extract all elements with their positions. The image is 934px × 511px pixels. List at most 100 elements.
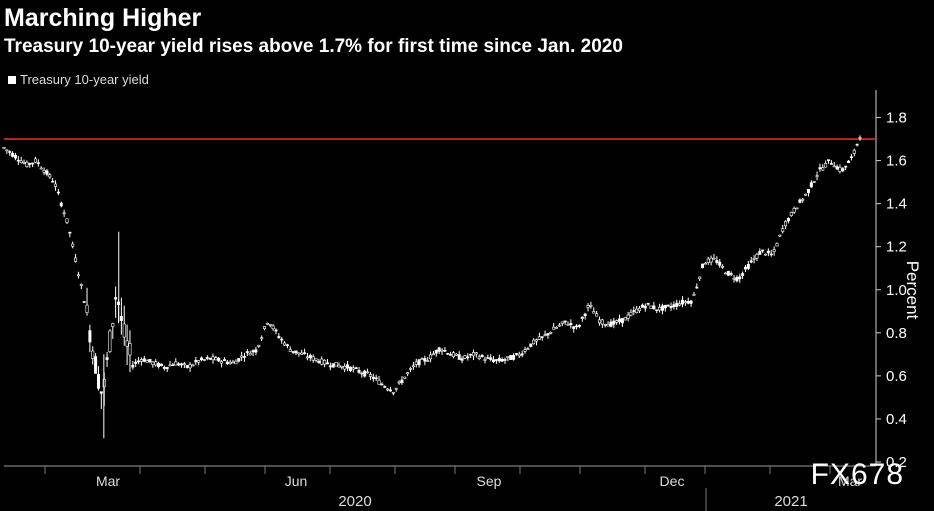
candle-body [758, 251, 762, 255]
candle-body [380, 383, 384, 386]
candle-body [806, 189, 810, 194]
candle-body [22, 162, 26, 164]
candle-body [82, 301, 86, 303]
candle-body [417, 359, 421, 366]
candle-body [643, 305, 647, 309]
candle-body [391, 392, 395, 394]
candle-body [658, 306, 662, 311]
candle-body [723, 272, 727, 275]
candle-body [638, 308, 642, 311]
candle-body [812, 181, 816, 183]
candle-body [76, 274, 80, 277]
candle-body [520, 353, 524, 356]
candle-body [174, 361, 178, 366]
candle-body [377, 379, 381, 385]
candle-body [277, 336, 281, 338]
candle-body [649, 305, 653, 309]
candle-body [509, 355, 513, 360]
candle-body [620, 318, 624, 324]
candle-body [268, 324, 272, 326]
candle-body [237, 358, 241, 362]
candle-body [8, 151, 12, 153]
candle-body [33, 158, 37, 163]
candle-body [583, 313, 587, 317]
candle-body [841, 168, 845, 172]
candle-body [305, 356, 309, 359]
candle-body [328, 365, 332, 368]
candle-body [99, 391, 103, 394]
candle-body [79, 284, 83, 286]
candle-body [543, 334, 547, 336]
candle-body [709, 257, 713, 263]
candle-body [764, 253, 768, 256]
candle-body [128, 343, 132, 356]
candle-body [343, 365, 347, 370]
candle-body [555, 327, 559, 329]
candle-body [681, 299, 685, 305]
candle-body [271, 325, 275, 330]
candle-body [283, 342, 287, 346]
candle-body [179, 363, 183, 366]
year-label: 2020 [338, 493, 371, 510]
legend-label: Treasury 10-year yield [20, 72, 149, 87]
candle-body [429, 354, 433, 360]
candle-body [346, 364, 350, 369]
candle-body [351, 367, 355, 370]
candle-body [36, 162, 40, 165]
candle-body [546, 333, 550, 336]
candle-body [446, 353, 450, 355]
candle-body [142, 358, 146, 362]
candle-body [202, 359, 206, 361]
candle-body [85, 304, 89, 314]
candle-body [426, 360, 430, 362]
candle-body [652, 305, 656, 310]
candle-body [454, 353, 458, 356]
candle-body [394, 387, 398, 390]
candle-body [666, 304, 670, 307]
candle-body [2, 147, 6, 149]
candle-body [59, 202, 63, 207]
candle-body [801, 198, 805, 201]
candle-body [855, 143, 859, 146]
candle-body [242, 356, 246, 358]
candle-body [566, 324, 570, 326]
candle-body [623, 317, 627, 321]
candle-body [357, 370, 361, 373]
candle-body [789, 212, 793, 216]
candle-body [177, 363, 181, 366]
candle-body [844, 165, 848, 168]
candle-body [354, 367, 358, 370]
candle-body [792, 208, 796, 213]
candle-body [560, 321, 564, 324]
chart-title: Marching Higher [4, 4, 202, 32]
candle-body [228, 361, 232, 365]
candle-body [769, 253, 773, 256]
candle-body [105, 357, 109, 360]
candle-body [134, 361, 138, 364]
candle-body [51, 180, 55, 183]
candle-body [406, 372, 410, 375]
candle-body [19, 160, 23, 163]
candle-body [849, 156, 853, 159]
candle-body [569, 323, 573, 325]
candle-body [655, 309, 659, 312]
candle-body [240, 355, 244, 358]
y-tick-label: 1.4 [886, 196, 907, 213]
candle-body [263, 326, 267, 329]
candle-body [626, 314, 630, 319]
candle-body [483, 359, 487, 361]
candle-body [288, 349, 292, 352]
candle-body [131, 364, 135, 368]
candle-body [755, 254, 759, 259]
candle-body [503, 359, 507, 361]
candle-body [678, 303, 682, 306]
candle-body [589, 304, 593, 307]
candle-body [735, 276, 739, 282]
candle-body [200, 357, 204, 361]
candle-body [91, 350, 95, 359]
candle-body [366, 371, 370, 374]
candle-body [778, 234, 782, 237]
x-tick-label: Mar [838, 473, 862, 489]
candle-body [42, 170, 46, 173]
candle-body [675, 302, 679, 307]
